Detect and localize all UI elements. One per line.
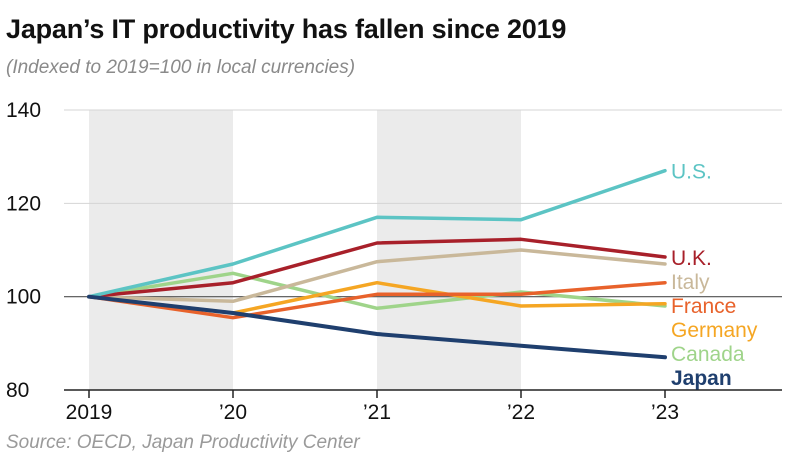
y-tick-label-80: 80	[6, 379, 29, 402]
chart-title: Japan’s IT productivity has fallen since…	[6, 14, 567, 44]
chart-subtitle: (Indexed to 2019=100 in local currencies…	[6, 57, 356, 78]
x-tick-label-’20: ’20	[219, 401, 247, 424]
y-tick-label-120: 120	[6, 192, 41, 215]
series-label-italy: Italy	[671, 271, 710, 294]
series-label-us: U.S.	[671, 161, 712, 184]
series-label-germany: Germany	[671, 319, 758, 342]
x-tick-label-’21: ’21	[363, 401, 391, 424]
y-tick-label-100: 100	[6, 286, 41, 309]
x-tick-label-2019: 2019	[66, 401, 113, 424]
series-label-uk: U.K.	[671, 247, 712, 270]
series-label-canada: Canada	[671, 343, 745, 366]
series-label-france: France	[671, 295, 736, 318]
x-tick-label-’22: ’22	[507, 401, 535, 424]
chart-source: Source: OECD, Japan Productivity Center	[6, 432, 360, 453]
shaded-band-1	[89, 110, 233, 390]
y-tick-label-140: 140	[6, 99, 41, 122]
series-label-japan: Japan	[671, 367, 732, 390]
x-tick-label-’23: ’23	[651, 401, 679, 424]
